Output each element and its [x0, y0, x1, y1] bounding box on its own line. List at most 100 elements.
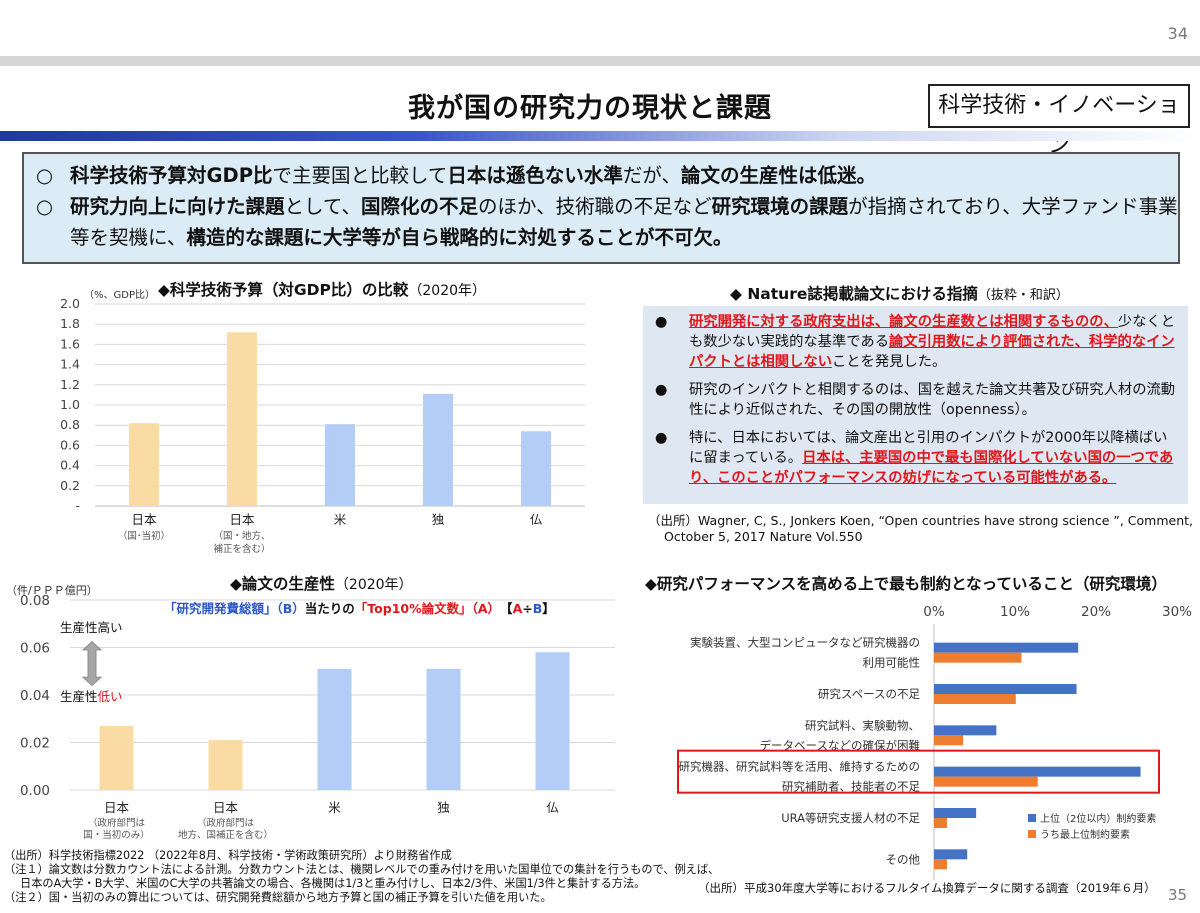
productivity-subtitle-segment: 】 [542, 601, 555, 616]
bar [227, 332, 257, 506]
productivity-arrow-icon [81, 640, 103, 687]
bar [208, 740, 243, 790]
productivity-chart-title-text: ◆論文の生産性 [230, 575, 335, 593]
x-tick-label: 米 [334, 512, 347, 527]
y-tick-label: 研究機器、研究試料等を活用、維持するための [679, 760, 921, 774]
y-tick-label: 0.02 [20, 736, 50, 752]
y-tick-label: 研究補助者、技能者の不足 [782, 780, 920, 794]
constraint-chart-title: ◆研究パフォーマンスを高める上で最も制約となっていること（研究環境） [645, 575, 1167, 593]
productivity-subtitle-segment: 当たりの [304, 601, 355, 616]
summary-line-2-segment: 国際化の不足 [360, 195, 478, 218]
productivity-subtitle-segment: 【 [493, 601, 513, 616]
y-tick-label: 0.00 [20, 783, 50, 799]
legend-swatch [1028, 830, 1036, 838]
x-tick-note: 国・当初のみ） [83, 829, 150, 841]
bullet-dot: ● [655, 430, 668, 446]
bullet-dot: ● [655, 382, 668, 398]
x-tick-note: （国・地方、 [213, 530, 270, 542]
x-tick-label: 米 [328, 800, 341, 815]
nature-b3-red: 日本は、主要国の中で最も国際化していない国の一つであり、このことがパフォーマンス… [689, 450, 1174, 486]
y-tick-label: 1.2 [60, 377, 80, 392]
summary-bullet: ○ [36, 164, 54, 187]
y-tick-label: 0.04 [20, 688, 50, 704]
bar [317, 668, 352, 790]
y-tick-label: 0.8 [60, 417, 80, 432]
nature-bullet-2: ● 研究のインパクトと相関するのは、国を越えた論文共著及び研究人材の流動性により近… [653, 380, 1180, 420]
nature-b1-text-1: 少なくとも数少ない実践的な基準である [689, 314, 1176, 350]
y-tick-label: 0.2 [60, 478, 80, 493]
footnotes: （出所）科学技術指標2022 （2022年8月、科学技術・学術政策研究所）より財… [4, 849, 719, 905]
bar [934, 776, 1038, 787]
bar [934, 859, 947, 870]
y-tick-label: 0.6 [60, 437, 80, 452]
budget-chart-year: （2020年） [408, 283, 487, 299]
summary-line-1-segment: で主要国と比較して [272, 164, 448, 187]
nature-findings-box: ● 研究開発に対する政府支出は、論文の生産数とは相関するものの、少なくとも数少ない… [643, 306, 1188, 504]
x-tick-label: 独 [432, 512, 445, 527]
summary-line-2-segment: のほか、技術職の不足など [477, 195, 712, 218]
y-tick-label: 1.6 [60, 336, 80, 351]
footnote-2: （注２）国・当初のみの算出については、研究開発費総額から地方予算と国の補正予算を… [4, 891, 552, 904]
title-underline-bar [0, 131, 1200, 141]
bar [521, 431, 551, 506]
page-number-top: 34 [1167, 24, 1188, 43]
budget-chart-title: ◆科学技術予算（対GDP比）の比較（2020年） [158, 278, 486, 300]
page-number-bottom: 35 [1168, 886, 1188, 904]
bar [325, 424, 355, 506]
summary-line-1-segment: 論文の生産性は低迷。 [681, 164, 877, 187]
summary-line-3-segment: 等を契機に、 [70, 226, 187, 249]
bar [934, 652, 1022, 663]
productivity-chart-unit: （件/ＰＰＰ億円） [6, 584, 98, 597]
x-tick-label: 10% [1000, 604, 1030, 620]
summary-line-1-segment: 科学技術予算対GDP比 [70, 164, 273, 187]
bar [535, 652, 570, 790]
x-tick-label: 日本 [104, 800, 130, 815]
summary-box: ○ 科学技術予算対GDP比で主要国と比較して日本は遜色ない水準だが、論文の生産性は… [22, 152, 1180, 264]
nature-b1-red-1: 研究開発に対する政府支出は、論文の生産数とは相関するものの、 [689, 314, 1118, 330]
constraint-chart: 0% 10% 20% 30% 実験装置、大型コンピュータなど研究機器の利用可能性研究スペ… [677, 604, 1192, 880]
budget-chart-title-text: ◆科学技術予算（対GDP比）の比較 [158, 281, 409, 299]
summary-line-1: ○ 科学技術予算対GDP比で主要国と比較して日本は遜色ない水準だが、論文の生産性は… [36, 160, 1168, 191]
bar [934, 808, 977, 818]
x-tick-note: （政府部門は [88, 817, 146, 829]
x-tick-label: 独 [437, 800, 450, 815]
nature-title: ◆ Nature誌掲載論文における指摘（抜粋・和訳） [730, 282, 1069, 304]
summary-line-3-segment: 構造的な課題に大学等が自ら戦略的に対処することが不可欠。 [186, 226, 733, 249]
summary-line-3-text: 等を契機に、構造的な課題に大学等が自ら戦略的に対処することが不可欠。 [36, 222, 1168, 253]
bar [934, 735, 964, 746]
bar [934, 725, 997, 736]
category-tag: 科学技術・イノベーション [928, 84, 1190, 158]
x-tick-label: 日本 [229, 512, 255, 527]
bullet-dot: ● [655, 314, 668, 330]
productivity-low-label: 生産性低い [60, 689, 123, 704]
bar [934, 684, 1077, 694]
productivity-chart-year: （2020年） [334, 577, 413, 593]
productivity-subtitle-segment: B [532, 601, 543, 616]
y-tick-label: 0.4 [60, 458, 80, 473]
y-tick-label: 1.4 [60, 357, 80, 372]
legend-label: うち最上位制約要素 [1040, 828, 1130, 841]
x-tick-label: 30% [1162, 604, 1192, 620]
bar [423, 393, 453, 506]
productivity-subtitle-segment: 「研究開発費総額」（B） [164, 601, 305, 616]
x-tick-note: 地方、国補正を含む） [178, 829, 273, 841]
bar [426, 668, 461, 790]
y-tick-label: 2.0 [60, 296, 80, 311]
summary-line-2: ○ 研究力向上に向けた課題として、国際化の不足のほか、技術職の不足など研究環境の課… [36, 191, 1178, 222]
x-tick-label: 仏 [530, 512, 543, 527]
page-title: 我が国の研究力の現状と課題 [408, 93, 772, 124]
x-tick-note: 補正を含む） [213, 543, 270, 555]
y-tick-label: 0.06 [20, 641, 50, 657]
nature-b2-text: 研究のインパクトと相関するのは、国を越えた論文共著及び研究人材の流動性により近似… [689, 382, 1176, 418]
summary-bullet: ○ [36, 195, 54, 218]
legend-swatch [1028, 814, 1036, 822]
header-gray-band [0, 56, 1200, 66]
summary-line-1-segment: だが、 [622, 164, 682, 187]
legend-label: 上位（2位以内）制約要素 [1040, 812, 1156, 825]
bar [934, 766, 1141, 777]
x-tick-label: 0% [923, 604, 945, 620]
y-tick-label: - [75, 498, 80, 513]
bar [934, 694, 1016, 704]
productivity-chart-subtitle: 「研究開発費総額」（B）当たりの「Top10%論文数」（A） 【A÷B】 [164, 598, 555, 617]
y-tick-label: URA等研究支援人材の不足 [781, 811, 920, 825]
